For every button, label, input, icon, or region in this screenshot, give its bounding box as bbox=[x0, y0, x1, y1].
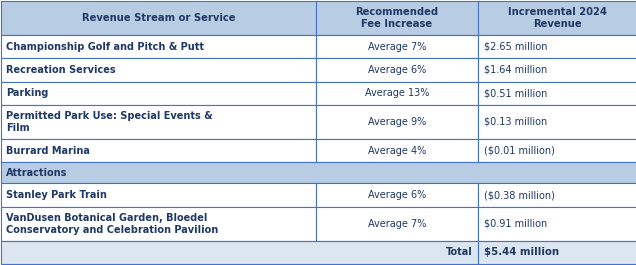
Text: $0.51 million: $0.51 million bbox=[484, 88, 548, 98]
Bar bbox=[1, 162, 636, 183]
Text: Average 7%: Average 7% bbox=[368, 42, 426, 52]
Bar bbox=[316, 105, 478, 139]
Bar bbox=[1, 183, 316, 207]
Text: Parking: Parking bbox=[6, 88, 48, 98]
Bar bbox=[478, 105, 636, 139]
Text: Average 7%: Average 7% bbox=[368, 219, 426, 229]
Bar bbox=[478, 241, 636, 264]
Bar bbox=[316, 207, 478, 241]
Bar bbox=[316, 35, 478, 58]
Text: Average 6%: Average 6% bbox=[368, 65, 426, 75]
Text: Incremental 2024
Revenue: Incremental 2024 Revenue bbox=[508, 7, 607, 29]
Bar bbox=[478, 35, 636, 58]
Text: $0.91 million: $0.91 million bbox=[484, 219, 547, 229]
Bar bbox=[478, 139, 636, 162]
Bar bbox=[1, 241, 478, 264]
Bar bbox=[316, 183, 478, 207]
Text: $5.44 million: $5.44 million bbox=[484, 247, 559, 257]
Text: Stanley Park Train: Stanley Park Train bbox=[6, 190, 107, 200]
Bar bbox=[478, 1, 636, 35]
Text: Attractions: Attractions bbox=[6, 168, 67, 178]
Text: Average 9%: Average 9% bbox=[368, 117, 426, 127]
Text: Revenue Stream or Service: Revenue Stream or Service bbox=[81, 13, 235, 23]
Bar bbox=[316, 1, 478, 35]
Text: Average 13%: Average 13% bbox=[364, 88, 429, 98]
Text: Recreation Services: Recreation Services bbox=[6, 65, 116, 75]
Bar bbox=[1, 58, 316, 82]
Bar bbox=[316, 82, 478, 105]
Bar bbox=[1, 139, 316, 162]
Text: Permitted Park Use: Special Events &
Film: Permitted Park Use: Special Events & Fil… bbox=[6, 111, 212, 133]
Bar bbox=[316, 58, 478, 82]
Bar bbox=[478, 183, 636, 207]
Text: Burrard Marina: Burrard Marina bbox=[6, 145, 90, 156]
Bar bbox=[1, 35, 316, 58]
Bar bbox=[1, 82, 316, 105]
Text: ($0.38 million): ($0.38 million) bbox=[484, 190, 555, 200]
Bar bbox=[478, 58, 636, 82]
Bar bbox=[316, 139, 478, 162]
Text: ($0.01 million): ($0.01 million) bbox=[484, 145, 555, 156]
Bar bbox=[478, 82, 636, 105]
Text: $0.13 million: $0.13 million bbox=[484, 117, 547, 127]
Bar bbox=[1, 1, 316, 35]
Bar bbox=[1, 105, 316, 139]
Text: $1.64 million: $1.64 million bbox=[484, 65, 547, 75]
Bar bbox=[1, 207, 316, 241]
Text: Recommended
Fee Increase: Recommended Fee Increase bbox=[356, 7, 438, 29]
Text: $2.65 million: $2.65 million bbox=[484, 42, 548, 52]
Text: Championship Golf and Pitch & Putt: Championship Golf and Pitch & Putt bbox=[6, 42, 204, 52]
Text: Total: Total bbox=[446, 247, 473, 257]
Bar bbox=[478, 207, 636, 241]
Text: Average 6%: Average 6% bbox=[368, 190, 426, 200]
Text: Average 4%: Average 4% bbox=[368, 145, 426, 156]
Text: VanDusen Botanical Garden, Bloedel
Conservatory and Celebration Pavilion: VanDusen Botanical Garden, Bloedel Conse… bbox=[6, 213, 218, 235]
